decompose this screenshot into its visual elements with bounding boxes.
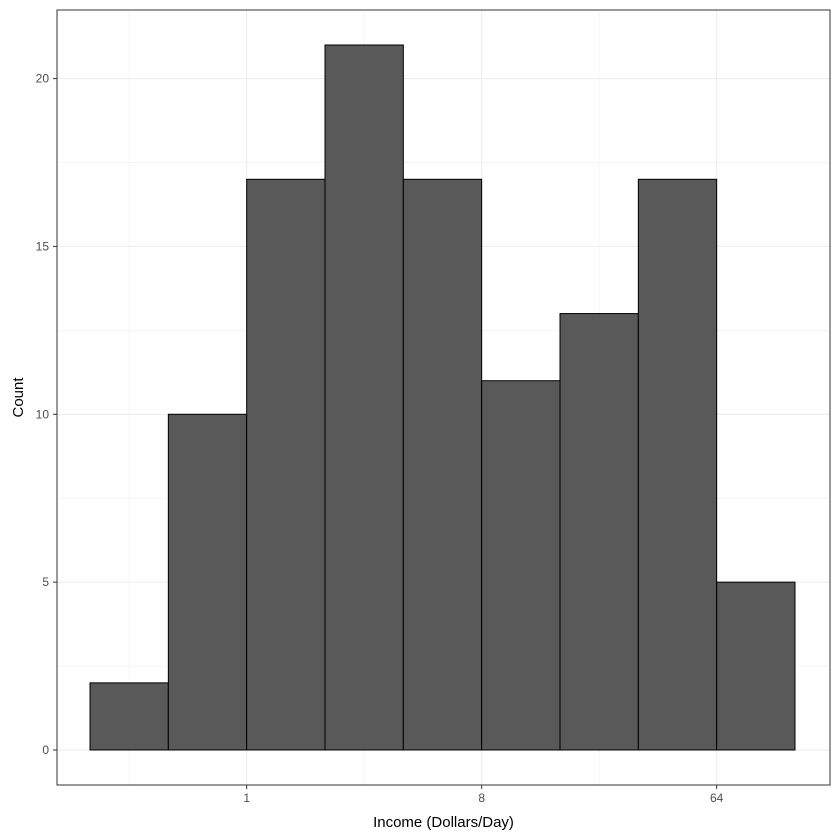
y-axis-title: Count <box>10 377 27 418</box>
histogram-bar <box>324 44 404 751</box>
x-tick-label: 8 <box>478 791 485 805</box>
y-tick-label: 0 <box>42 743 49 757</box>
histogram-bars <box>89 44 796 751</box>
x-tick-label: 1 <box>243 791 250 805</box>
histogram-bar <box>481 380 561 751</box>
histogram-bar <box>246 178 326 751</box>
panel-border <box>56 9 831 786</box>
histogram-bar <box>89 682 169 751</box>
histogram-bar <box>559 313 639 751</box>
histogram-bar <box>402 178 483 751</box>
x-axis-title: Income (Dollars/Day) <box>373 814 514 831</box>
histogram-bar <box>637 178 718 751</box>
y-tick-label: 15 <box>36 239 50 253</box>
y-tick-label: 10 <box>36 407 50 421</box>
histogram-bar <box>716 581 796 751</box>
y-tick-label: 5 <box>42 575 49 589</box>
y-tick-label: 20 <box>36 72 50 86</box>
x-tick-label: 64 <box>710 791 724 805</box>
y-axis: 0 5 10 15 20 <box>36 72 57 757</box>
histogram-bar <box>167 413 248 751</box>
x-axis: 1 8 64 <box>243 785 724 805</box>
